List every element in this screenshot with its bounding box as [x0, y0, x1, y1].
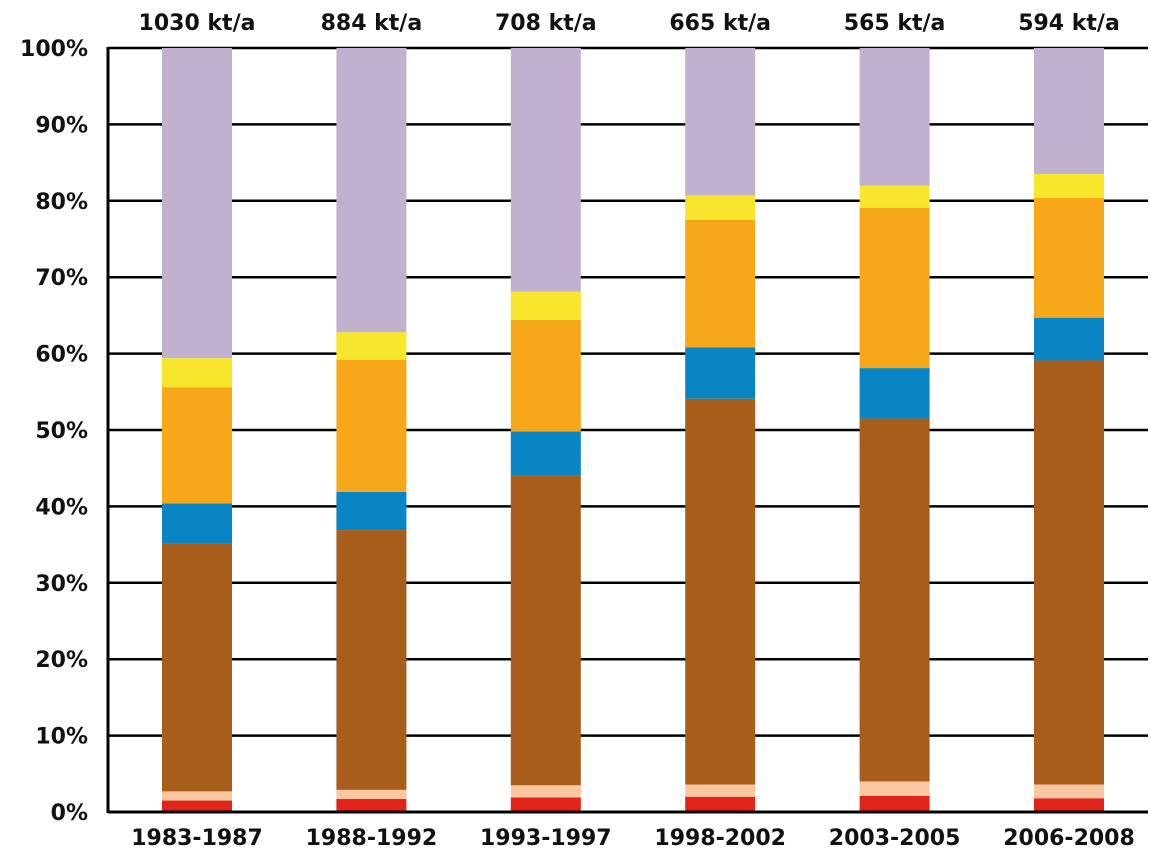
bar-total-label: 708 kt/a [495, 11, 597, 36]
y-axis-tick-labels: 0% 10% 20% 30% 40% 50% 60% 70% 80% 90% 100% [20, 37, 88, 826]
y-tick-label: 80% [35, 190, 88, 215]
bar-segment [510, 291, 581, 320]
y-tick-label: 10% [35, 725, 88, 750]
bar-segment [162, 800, 232, 812]
bar-segment [685, 195, 756, 220]
bar-total-label: 1030 kt/a [139, 11, 256, 36]
bar-segment [336, 789, 407, 800]
bar-total-label: 565 kt/a [844, 11, 946, 36]
bar-segment [859, 185, 930, 208]
axes [106, 47, 1148, 814]
bar-segment [510, 797, 581, 812]
bar-segment [162, 387, 232, 504]
x-tick-label: 1993-1997 [480, 826, 612, 851]
bar-segment [1034, 317, 1104, 361]
bar-segment [859, 48, 930, 186]
bar-segment [162, 791, 232, 801]
x-tick-label: 1998-2002 [654, 826, 786, 851]
x-tick-label: 1988-1992 [306, 826, 438, 851]
bar-segment [162, 358, 232, 388]
bar-segment [1034, 197, 1104, 318]
y-tick-label: 20% [35, 648, 88, 673]
bar-segment [1034, 174, 1104, 198]
bar-segment [336, 332, 407, 360]
bar-segment [510, 785, 581, 798]
y-tick-label: 100% [20, 37, 88, 62]
x-tick-label: 2003-2005 [829, 826, 961, 851]
gridlines [108, 46, 1148, 737]
bar-segment [685, 347, 756, 399]
y-tick-label: 90% [35, 113, 88, 138]
bar-segment [685, 784, 756, 797]
bar-segment [1034, 798, 1104, 812]
y-tick-label: 0% [51, 801, 88, 826]
bar-segment [685, 219, 756, 348]
bar-segment [859, 368, 930, 419]
bar-segment [859, 795, 930, 812]
bar-total-label: 594 kt/a [1018, 11, 1120, 36]
bar-segment [510, 48, 581, 292]
y-tick-label: 40% [35, 495, 88, 520]
bar-segment [859, 207, 930, 369]
bar-segment [685, 48, 756, 196]
x-axis-tick-labels: 1983-1987 1988-1992 1993-1997 1998-2002 2003… [131, 826, 1135, 851]
bar-segment [510, 431, 581, 476]
bar-segment [336, 48, 407, 333]
bars [162, 48, 1104, 812]
bar-segment [336, 530, 407, 790]
y-tick-label: 60% [35, 343, 88, 368]
bar-segment [162, 503, 232, 544]
bar-total-labels: 1030 kt/a 884 kt/a 708 kt/a 665 kt/a 565 kt/… [139, 11, 1120, 36]
y-tick-label: 30% [35, 572, 88, 597]
bar-segment [336, 799, 407, 812]
x-tick-label: 2006-2008 [1003, 826, 1135, 851]
x-tick-label: 1983-1987 [131, 826, 263, 851]
bar-segment [859, 418, 930, 782]
bar-segment [162, 543, 232, 792]
bar-segment [336, 359, 407, 492]
bar-segment [685, 796, 756, 812]
bar-segment [859, 781, 930, 796]
bar-segment [1034, 360, 1104, 785]
bar-segment [1034, 48, 1104, 175]
bar-segment [1034, 784, 1104, 799]
bar-segment [685, 398, 756, 785]
bar-segment [510, 475, 581, 786]
bar-segment [162, 48, 232, 359]
bar-total-label: 884 kt/a [321, 11, 423, 36]
bar-total-label: 665 kt/a [669, 11, 771, 36]
bar-segment [510, 319, 581, 432]
y-tick-label: 50% [35, 419, 88, 444]
bar-segment [336, 491, 407, 531]
y-tick-label: 70% [35, 266, 88, 291]
